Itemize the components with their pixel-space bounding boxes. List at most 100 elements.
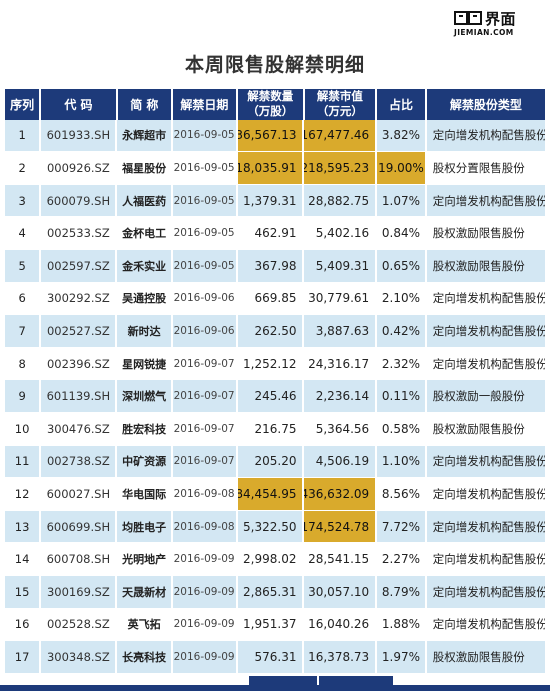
cell-seq: 14 xyxy=(5,543,40,575)
cell-pct: 1.07% xyxy=(377,184,425,217)
cell-seq: 7 xyxy=(5,315,40,347)
cell-pct: 0.65% xyxy=(377,249,425,282)
cell-code: 600708.SH xyxy=(41,543,116,575)
table-row: 1 601933.SH 永辉超市 2016-09-05 36,567.13 167,477… xyxy=(5,119,545,153)
cell-code: 600699.SH xyxy=(41,510,116,543)
cell-type: 定向增发机构配售股份 xyxy=(426,184,545,217)
cell-pct: 1.10% xyxy=(377,445,425,478)
header-type: 解禁股份类型 xyxy=(426,87,545,120)
cell-val: 28,882.75 xyxy=(304,184,376,217)
header-qty-line2: （万股） xyxy=(247,104,294,119)
header-qty: 解禁数量 （万股） xyxy=(237,87,303,120)
cell-type: 定向增发机构配售股份 xyxy=(426,282,545,315)
cell-val: 167,477.46 xyxy=(304,119,376,152)
table-body: 1 601933.SH 永辉超市 2016-09-05 36,567.13 167,477… xyxy=(5,119,545,674)
cell-date: 2016-09-09 xyxy=(172,575,236,608)
cell-seq: 3 xyxy=(5,184,40,217)
page-title: 本周限售股解禁明细 xyxy=(184,54,365,76)
cell-seq: 9 xyxy=(5,380,40,412)
cell-seq: 4 xyxy=(5,217,40,249)
cell-date: 2016-09-05 xyxy=(172,184,236,217)
cell-val: 3,887.63 xyxy=(304,315,376,347)
cell-date: 2016-09-07 xyxy=(172,347,236,380)
cell-qty: 245.46 xyxy=(237,380,303,412)
cell-qty: 1,252.12 xyxy=(237,347,303,380)
cell-code: 002597.SZ xyxy=(41,249,116,282)
cell-type: 定向增发机构配售股份 xyxy=(426,119,545,152)
cell-type: 股权激励限售股份 xyxy=(426,217,545,249)
cell-code: 601139.SH xyxy=(41,380,116,412)
cell-pct: 0.11% xyxy=(377,380,425,412)
cell-name: 华电国际 xyxy=(117,478,171,510)
cell-name: 胜宏科技 xyxy=(117,412,171,445)
table-header: 序列 代 码 简 称 解禁日期 解禁数量 （万股） 解禁市值 （万元） 占比 解… xyxy=(5,87,545,120)
cell-seq: 2 xyxy=(5,152,40,184)
cell-date: 2016-09-09 xyxy=(172,641,236,673)
cell-qty: 576.31 xyxy=(237,641,303,673)
cell-code: 300476.SZ xyxy=(41,412,116,445)
cell-date: 2016-09-09 xyxy=(172,608,236,641)
cell-qty: 36,567.13 xyxy=(237,119,303,152)
cell-name: 均胜电子 xyxy=(117,510,171,543)
book-icon xyxy=(454,10,482,26)
cell-qty: 462.91 xyxy=(237,217,303,249)
cell-pct: 0.84% xyxy=(377,217,425,249)
cell-seq: 16 xyxy=(5,608,40,641)
table-row: 13 600699.SH 均胜电子 2016-09-08 5,322.50 174,524… xyxy=(5,510,545,544)
cell-code: 002396.SZ xyxy=(41,347,116,380)
cell-pct: 1.88% xyxy=(377,608,425,641)
cell-type: 定向增发机构配售股份 xyxy=(426,510,545,543)
cell-pct: 0.42% xyxy=(377,315,425,347)
cell-qty: 5,322.50 xyxy=(237,510,303,543)
cell-type: 定向增发机构配售股份 xyxy=(426,543,545,575)
cell-code: 600027.SH xyxy=(41,478,116,510)
bottom-bar xyxy=(0,685,550,691)
cell-name: 中矿资源 xyxy=(117,445,171,478)
cell-qty: 2,998.02 xyxy=(237,543,303,575)
cell-val: 174,524.78 xyxy=(304,510,376,543)
cell-code: 601933.SH xyxy=(41,119,116,152)
table-row: 16 002528.SZ 英飞拓 2016-09-09 1,951.37 16,040.2… xyxy=(5,608,545,642)
cell-name: 深圳燃气 xyxy=(117,380,171,412)
cell-name: 长亮科技 xyxy=(117,641,171,673)
cell-pct: 2.10% xyxy=(377,282,425,315)
cell-code: 002738.SZ xyxy=(41,445,116,478)
cell-seq: 17 xyxy=(5,641,40,673)
cell-seq: 13 xyxy=(5,510,40,543)
cell-type: 股权激励一般股份 xyxy=(426,380,545,412)
cell-val: 436,632.09 xyxy=(304,478,376,510)
cell-seq: 1 xyxy=(5,119,40,152)
cell-code: 300292.SZ xyxy=(41,282,116,315)
table-row: 17 300348.SZ 长亮科技 2016-09-09 576.31 16,378.73… xyxy=(5,641,545,674)
cell-name: 金杯电工 xyxy=(117,217,171,249)
cell-seq: 11 xyxy=(5,445,40,478)
header-seq: 序列 xyxy=(5,87,40,120)
cell-date: 2016-09-07 xyxy=(172,445,236,478)
header-val: 解禁市值 （万元） xyxy=(304,87,376,120)
table-row: 2 000926.SZ 福星股份 2016-09-05 18,035.91 218,595… xyxy=(5,152,545,185)
cell-qty: 262.50 xyxy=(237,315,303,347)
cell-val: 30,779.61 xyxy=(304,282,376,315)
cell-name: 英飞拓 xyxy=(117,608,171,641)
cell-pct: 3.82% xyxy=(377,119,425,152)
header-val-line1: 解禁市值 xyxy=(316,89,363,104)
cell-qty: 1,951.37 xyxy=(237,608,303,641)
cell-code: 600079.SH xyxy=(41,184,116,217)
cell-type: 股权激励限售股份 xyxy=(426,641,545,673)
cell-date: 2016-09-05 xyxy=(172,152,236,184)
cell-type: 定向增发机构配售股份 xyxy=(426,445,545,478)
cell-val: 28,541.15 xyxy=(304,543,376,575)
cell-val: 5,364.56 xyxy=(304,412,376,445)
cell-qty: 2,865.31 xyxy=(237,575,303,608)
cell-val: 16,378.73 xyxy=(304,641,376,673)
cell-seq: 5 xyxy=(5,249,40,282)
table-row: 12 600027.SH 华电国际 2016-09-08 84,454.95 436,63… xyxy=(5,478,545,511)
logo-text-cn: 界面 xyxy=(485,10,517,28)
cell-pct: 8.79% xyxy=(377,575,425,608)
cell-date: 2016-09-07 xyxy=(172,412,236,445)
cell-date: 2016-09-07 xyxy=(172,380,236,412)
cell-val: 5,409.31 xyxy=(304,249,376,282)
cell-name: 人福医药 xyxy=(117,184,171,217)
cell-val: 16,040.26 xyxy=(304,608,376,641)
cell-pct: 19.00% xyxy=(377,152,425,184)
